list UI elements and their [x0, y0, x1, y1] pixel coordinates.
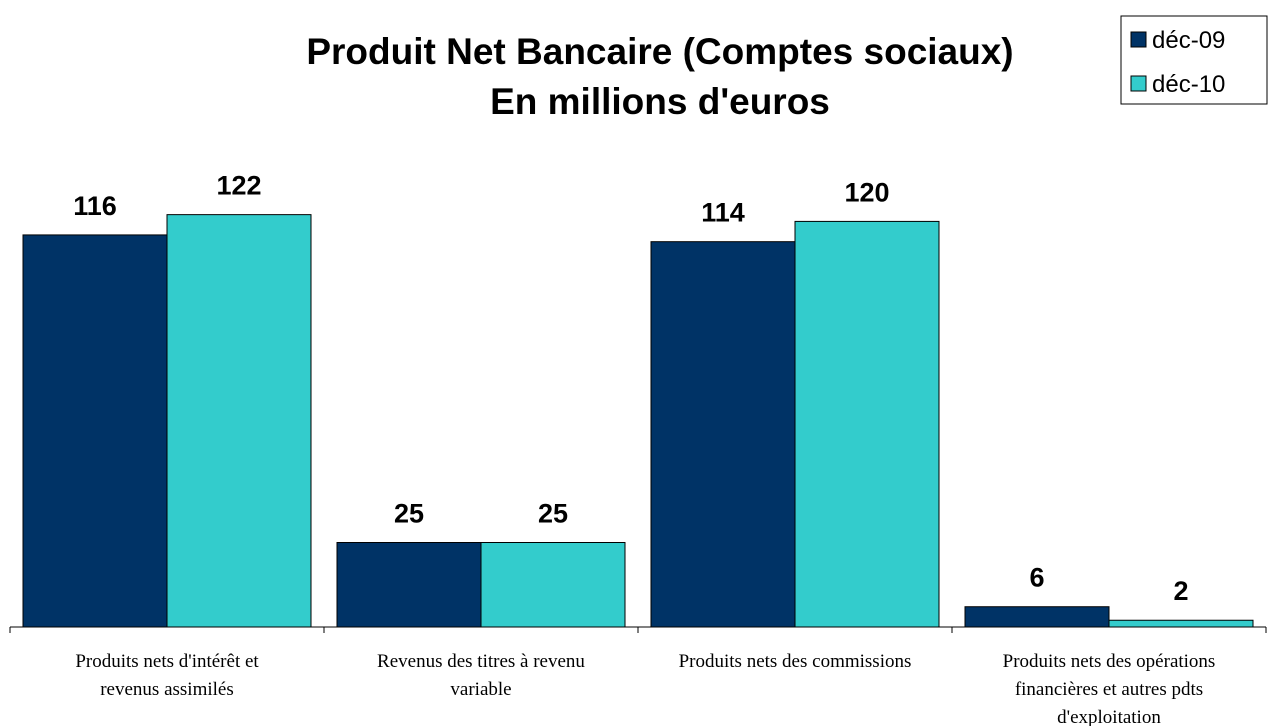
- bar-dec-10: [480, 542, 626, 628]
- data-label: 2: [1173, 576, 1188, 606]
- data-label: 122: [216, 171, 261, 201]
- category-label: Produits nets d'intérêt et: [75, 651, 259, 672]
- bar-dec-09: [22, 234, 168, 628]
- data-label: 6: [1029, 563, 1044, 593]
- data-label: 114: [701, 198, 745, 228]
- legend-swatch-dec-09: [1130, 31, 1147, 48]
- plot-area: 116 122 Produits nets d'intérêt et revenus …: [9, 171, 1267, 726]
- category-label: Produits nets des opérations: [1003, 651, 1216, 672]
- legend-label-dec-09: déc-09: [1152, 27, 1225, 54]
- category-label: Revenus des titres à revenu: [377, 651, 585, 672]
- bar-dec-09: [650, 241, 796, 628]
- category-label: variable: [450, 679, 511, 700]
- data-label: 116: [73, 191, 117, 221]
- category-label: d'exploitation: [1057, 707, 1161, 726]
- chart-title: Produit Net Bancaire (Comptes sociaux): [306, 31, 1013, 72]
- category-label: Produits nets des commissions: [679, 651, 912, 672]
- data-label: 25: [394, 499, 424, 529]
- bar-dec-10: [1108, 619, 1254, 628]
- category-label: financières et autres pdts: [1015, 679, 1203, 700]
- legend-swatch-dec-10: [1130, 75, 1147, 92]
- bar-dec-09: [964, 606, 1110, 628]
- data-label: 25: [538, 499, 568, 529]
- data-label: 120: [844, 177, 889, 207]
- bar-dec-10: [166, 214, 312, 628]
- category-label: revenus assimilés: [100, 679, 234, 700]
- legend: déc-09 déc-10: [1120, 15, 1268, 105]
- legend-label-dec-10: déc-10: [1152, 71, 1225, 98]
- chart-subtitle: En millions d'euros: [490, 81, 830, 122]
- bar-dec-09: [336, 542, 482, 628]
- bar-dec-10: [794, 220, 940, 628]
